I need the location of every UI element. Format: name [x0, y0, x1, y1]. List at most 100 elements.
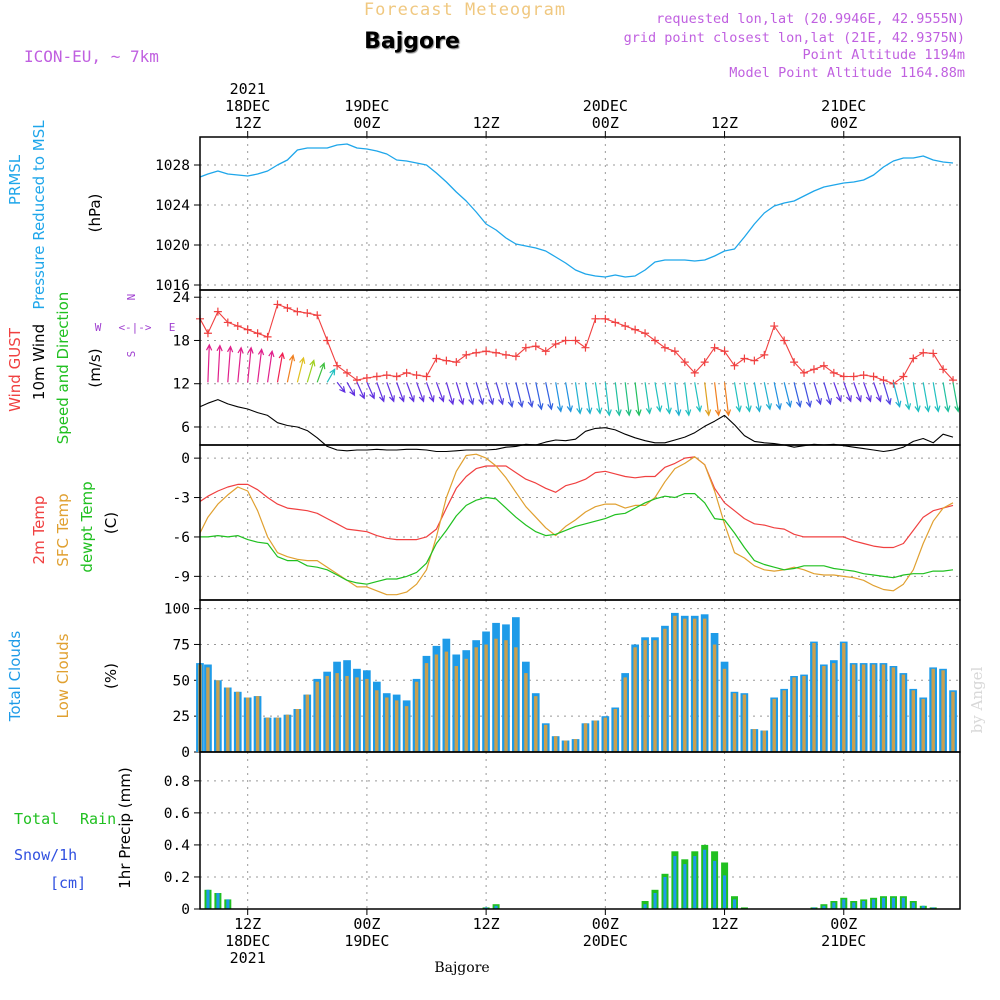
wind-direction-arrow [386, 382, 395, 403]
y-tick-label: 18 [173, 333, 190, 349]
wind-direction-arrow [445, 382, 455, 406]
top-time-label: 12Z [711, 114, 738, 132]
snow-bar [832, 902, 836, 909]
gust-point [919, 348, 928, 357]
low-cloud-bar [931, 668, 935, 752]
clouds-unit: (%) [102, 663, 120, 689]
snow-bar [494, 905, 498, 909]
low-cloud-bar [802, 676, 806, 752]
gust-point [939, 365, 948, 374]
top-time-label: 20DEC [583, 97, 628, 115]
y-tick-label: 12 [173, 377, 190, 393]
point-altitude: Point Altitude 1194m [802, 47, 965, 63]
top-time-label: 00Z [830, 114, 857, 132]
low-cloud-bar [861, 664, 866, 752]
gust-point [323, 336, 332, 345]
gust-point [422, 372, 431, 381]
gust-point [601, 314, 610, 323]
snow-bar [663, 877, 667, 909]
gust-point [392, 372, 401, 381]
low-cloud-bar [206, 667, 210, 752]
temp-unit: (C) [102, 512, 120, 534]
wind-direction-arrow [535, 382, 544, 411]
gust-point [333, 361, 342, 370]
gust-point [442, 356, 451, 365]
y-tick-label: 1024 [155, 198, 190, 214]
low-cloud-bar [226, 687, 230, 752]
precip-label-snow: Snow/1h [14, 846, 77, 864]
y-tick-label: 25 [173, 709, 190, 725]
low-cloud-bar [901, 674, 906, 752]
gust-point [790, 358, 799, 367]
gust-point [760, 350, 769, 359]
wind-direction-arrow [714, 382, 722, 417]
wind-direction-arrow [346, 382, 356, 397]
product-title: Forecast Meteogram [364, 0, 566, 20]
snow-bar [643, 904, 647, 909]
gridpoint-coords: grid point closest lon,lat (21E, 42.9375… [624, 30, 965, 46]
gust-point [551, 340, 560, 349]
wind-direction-arrow [336, 381, 346, 394]
sfc-temp-line [199, 453, 954, 596]
clouds-label-low: Low Clouds [54, 633, 72, 718]
wind-direction-arrow [416, 382, 425, 403]
gust-point [829, 368, 838, 377]
low-cloud-bar [464, 658, 468, 752]
low-cloud-bar [782, 690, 786, 752]
gust-point [730, 361, 739, 370]
y-tick-label: 0 [181, 902, 190, 918]
y-tick-label: 0 [181, 451, 190, 467]
gust-point [472, 348, 481, 357]
gust-point [462, 350, 471, 359]
wind-direction-arrow [216, 344, 223, 383]
low-cloud-bar [325, 676, 329, 752]
low-cloud-bar [703, 618, 707, 752]
wind-direction-arrow [584, 382, 593, 415]
gust-point [660, 343, 669, 352]
wind-direction-arrow [475, 382, 485, 406]
precip-unit: 1hr Precip (mm) [116, 767, 134, 888]
gust-point [382, 371, 391, 380]
credit-watermark: by Angel [968, 666, 986, 733]
dewpt-line [200, 493, 954, 585]
low-cloud-bar [712, 644, 717, 752]
bottom-time-label: 21DEC [821, 932, 866, 950]
wind-speed-line [199, 399, 954, 453]
wind-direction-arrow [793, 382, 802, 409]
gust-point [909, 354, 918, 363]
low-cloud-bar [305, 694, 309, 752]
low-cloud-bar [434, 654, 439, 752]
snow-bar [723, 875, 727, 909]
wind-label-gust: Wind GUST [6, 327, 24, 412]
wind-direction-arrow [624, 382, 632, 417]
wind-direction-arrow [823, 382, 832, 406]
low-cloud-bar [852, 664, 856, 752]
snow-bar [911, 902, 915, 909]
wind-direction-arrow [574, 382, 583, 415]
wind-direction-arrow [704, 382, 712, 417]
top-time-label: 19DEC [344, 97, 389, 115]
low-cloud-bar [534, 696, 538, 752]
wind-direction-arrow [247, 346, 254, 383]
wind-direction-arrow [694, 382, 703, 413]
gust-point [492, 348, 501, 357]
bottom-time-label: 00Z [830, 915, 857, 933]
wind-direction-arrow [525, 382, 534, 409]
wind-direction-arrow [783, 382, 793, 409]
low-cloud-bar [255, 696, 260, 752]
gust-point [581, 343, 590, 352]
precip-label-rain: Rain [80, 810, 116, 828]
low-cloud-bar [822, 666, 826, 752]
panel-frame [199, 136, 961, 291]
low-cloud-bar [514, 647, 518, 752]
gust-point [700, 358, 709, 367]
wind-direction-arrow [634, 382, 642, 417]
gust-point [670, 347, 679, 356]
wind-direction-arrow [495, 382, 505, 406]
wind-label-direction: Speed and Direction [54, 292, 72, 445]
low-cloud-bar [554, 736, 558, 752]
low-cloud-bar [385, 697, 389, 752]
wind-direction-arrow [226, 345, 234, 383]
low-cloud-bar [762, 730, 766, 752]
temp-label-sfc: SFC Temp [54, 493, 72, 566]
